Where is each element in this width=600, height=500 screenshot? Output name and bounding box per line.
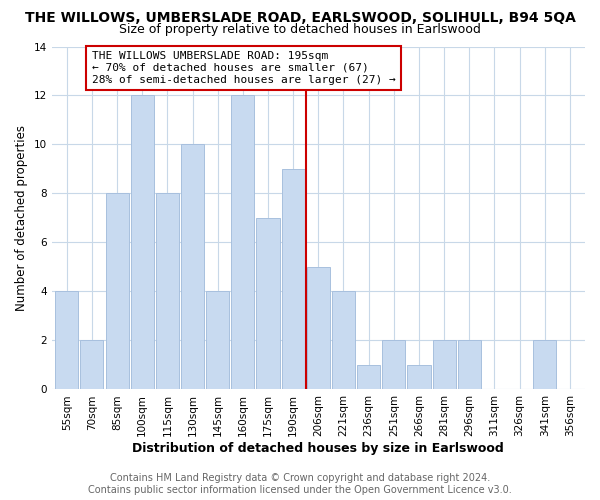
Bar [281,169,305,390]
Bar [533,340,556,390]
Bar [181,144,204,390]
Bar [256,218,280,390]
Bar [206,292,229,390]
Text: THE WILLOWS, UMBERSLADE ROAD, EARLSWOOD, SOLIHULL, B94 5QA: THE WILLOWS, UMBERSLADE ROAD, EARLSWOOD,… [25,11,575,25]
Text: Size of property relative to detached houses in Earlswood: Size of property relative to detached ho… [119,22,481,36]
Text: THE WILLOWS UMBERSLADE ROAD: 195sqm
← 70% of detached houses are smaller (67)
28: THE WILLOWS UMBERSLADE ROAD: 195sqm ← 70… [92,52,395,84]
Bar [433,340,455,390]
Bar [231,96,254,390]
Y-axis label: Number of detached properties: Number of detached properties [15,125,28,311]
Bar [131,96,154,390]
Bar [106,194,128,390]
Bar [407,365,431,390]
Bar [332,292,355,390]
Bar [357,365,380,390]
Bar [458,340,481,390]
Text: Contains HM Land Registry data © Crown copyright and database right 2024.
Contai: Contains HM Land Registry data © Crown c… [88,474,512,495]
Bar [307,267,330,390]
X-axis label: Distribution of detached houses by size in Earlswood: Distribution of detached houses by size … [133,442,504,455]
Bar [156,194,179,390]
Bar [80,340,103,390]
Bar [55,292,79,390]
Bar [382,340,406,390]
